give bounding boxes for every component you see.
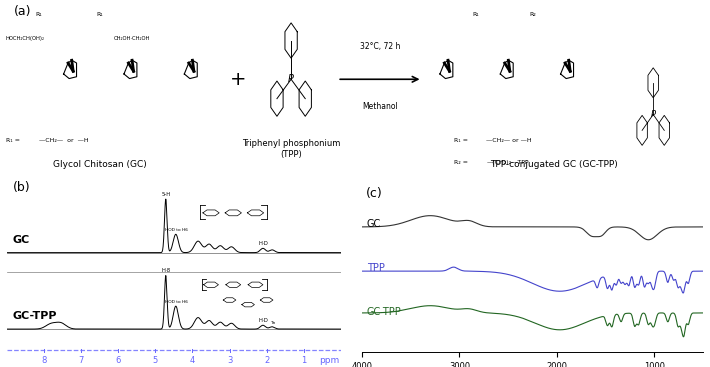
Text: Glycol Chitosan (GC): Glycol Chitosan (GC) (53, 160, 146, 169)
Text: 7: 7 (79, 356, 84, 365)
Text: 3: 3 (227, 356, 232, 365)
Text: (b): (b) (13, 181, 31, 194)
Text: 1: 1 (301, 356, 306, 365)
Text: TPP: TPP (367, 263, 385, 273)
Text: —(CH₂)₂—TPP: —(CH₂)₂—TPP (486, 160, 529, 164)
Text: Triphenyl phosphonium
(TPP): Triphenyl phosphonium (TPP) (242, 139, 340, 159)
Text: GC: GC (367, 219, 381, 229)
Text: 5-H: 5-H (161, 192, 170, 197)
Text: R₁: R₁ (36, 12, 43, 17)
Text: R₁ =: R₁ = (6, 138, 20, 143)
Text: R₂: R₂ (529, 12, 536, 17)
Text: CH₂OH·CH₂OH: CH₂OH·CH₂OH (114, 36, 150, 41)
Text: —CH₂— or —H: —CH₂— or —H (486, 138, 532, 143)
Text: GC: GC (13, 235, 30, 245)
Text: Methanol: Methanol (362, 102, 398, 111)
Text: R₁: R₁ (96, 12, 103, 17)
Text: 8: 8 (41, 356, 47, 365)
Text: 6: 6 (116, 356, 121, 365)
Text: HOD to H6: HOD to H6 (165, 300, 188, 304)
Text: HOD to H6: HOD to H6 (165, 228, 188, 232)
Text: 2: 2 (264, 356, 269, 365)
Text: H-D: H-D (258, 241, 268, 246)
Text: (c): (c) (366, 187, 382, 200)
Text: ppm: ppm (320, 356, 340, 365)
Text: HOCH₂CH(OH)₂: HOCH₂CH(OH)₂ (6, 36, 45, 41)
Text: P: P (288, 74, 294, 84)
Text: TPP-conjugated GC (GC-TPP): TPP-conjugated GC (GC-TPP) (490, 160, 618, 169)
Text: (a): (a) (14, 5, 32, 18)
Text: +: + (229, 70, 246, 89)
Text: —CH₂—  or  —H: —CH₂— or —H (39, 138, 89, 143)
Text: GC-TPP: GC-TPP (367, 307, 402, 317)
Text: GC-TPP: GC-TPP (13, 312, 58, 321)
Text: R₁: R₁ (472, 12, 479, 17)
Text: 5: 5 (153, 356, 158, 365)
Text: H-8: H-8 (161, 268, 170, 273)
Text: R₂ =: R₂ = (454, 160, 469, 164)
Text: Tn: Tn (270, 321, 275, 325)
Text: H-D: H-D (258, 318, 268, 323)
Text: 32°C, 72 h: 32°C, 72 h (360, 42, 400, 51)
Text: P: P (650, 110, 656, 119)
Text: R₁ =: R₁ = (454, 138, 469, 143)
Text: 4: 4 (190, 356, 195, 365)
